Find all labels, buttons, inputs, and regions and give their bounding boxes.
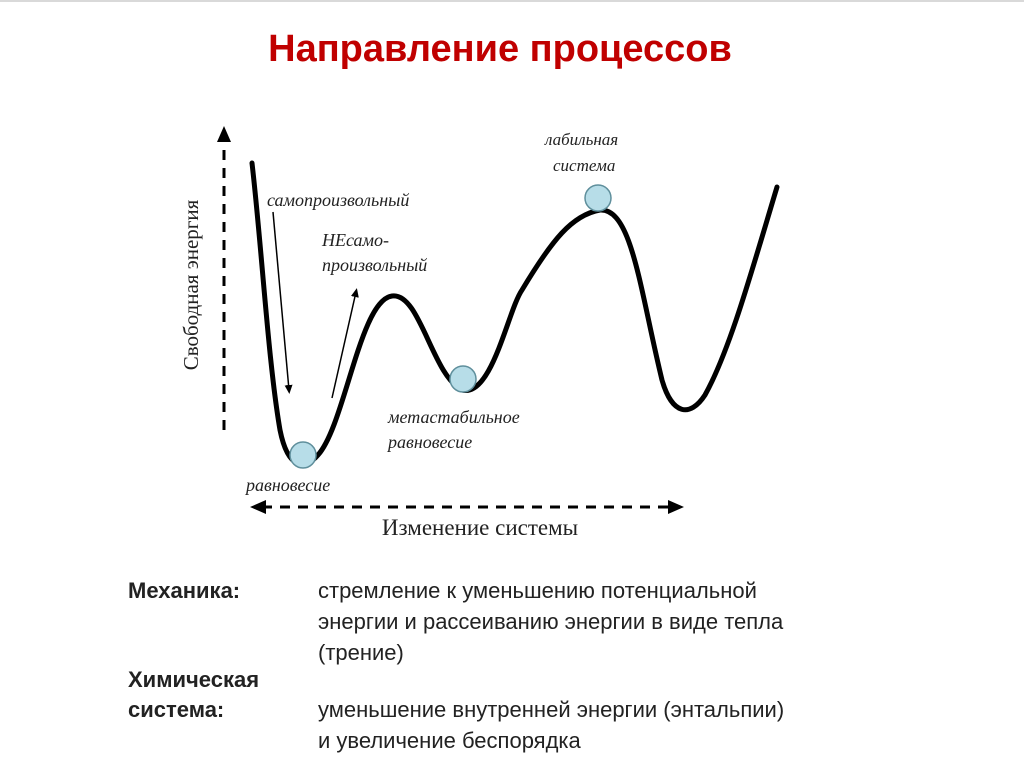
y-axis-arrow-icon bbox=[217, 126, 231, 142]
x-axis-label: Изменение системы bbox=[382, 515, 578, 540]
mechanics-line-1: стремление к уменьшению потенциальной bbox=[318, 578, 757, 603]
energy-curve bbox=[249, 160, 780, 467]
label-labile-line1: лабильная bbox=[544, 130, 618, 149]
label-nonspontaneous-line2: произвольный bbox=[322, 255, 427, 275]
nonspontaneous-arrow bbox=[331, 288, 359, 399]
label-metastable-line2: равновесие bbox=[386, 432, 472, 452]
label-labile-line2: система bbox=[553, 156, 615, 175]
chem-term-line-2: система: bbox=[128, 697, 225, 722]
mechanics-line-2: энергии и рассеиванию энергии в виде теп… bbox=[318, 609, 784, 634]
mechanics-line-3: (трение) bbox=[318, 640, 404, 665]
label-equilibrium: равновесие bbox=[244, 475, 330, 495]
chem-line-2: и увеличение беспорядка bbox=[318, 728, 581, 753]
equilibrium-ball bbox=[289, 441, 317, 469]
y-axis-label: Свободная энергия bbox=[179, 199, 203, 370]
label-spontaneous: самопроизвольный bbox=[267, 190, 409, 210]
labile-ball bbox=[584, 184, 612, 212]
mechanics-term: Механика: bbox=[128, 578, 241, 603]
label-metastable-line1: метастабильное bbox=[387, 407, 520, 427]
chem-term-line-1: Химическая bbox=[128, 667, 260, 692]
x-axis-left-arrow-icon bbox=[250, 500, 266, 514]
label-nonspontaneous-line1: НЕсамо- bbox=[321, 230, 389, 250]
spontaneous-arrow bbox=[272, 211, 293, 394]
metastable-ball bbox=[449, 365, 477, 393]
chem-line-1: уменьшение внутренней энергии (энтальпии… bbox=[318, 697, 785, 722]
x-axis-right-arrow-icon bbox=[668, 500, 684, 514]
slide-title: Направление процессов bbox=[268, 28, 732, 70]
top-divider bbox=[0, 0, 1024, 2]
